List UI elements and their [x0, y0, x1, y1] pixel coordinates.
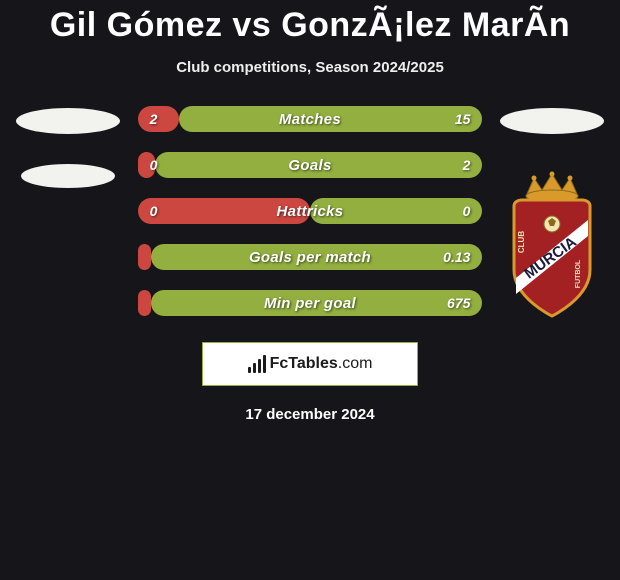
left-player-avatar-placeholder [16, 108, 120, 134]
stat-bars: Matches215Goals02Hattricks00Goals per ma… [138, 106, 483, 316]
stat-bar-left-value: 0 [150, 198, 158, 224]
stat-bar: Goals per match0.13 [138, 244, 483, 270]
brand-logo-icon [248, 355, 266, 373]
stat-bar-label: Min per goal [138, 290, 483, 316]
crown-icon [526, 172, 578, 203]
stat-bar-label: Matches [138, 106, 483, 132]
stat-bar-label: Goals per match [138, 244, 483, 270]
brand-badge: FcTables.com [202, 342, 418, 386]
right-player-column: MURCIA CLUB FUTBOL [492, 106, 612, 320]
stat-bar-label: Hattricks [138, 198, 483, 224]
stat-bar-right-value: 0 [463, 198, 471, 224]
stat-bar-right-value: 15 [455, 106, 471, 132]
page-title: Gil Gómez vs GonzÃ¡lez MarÃ­n [0, 6, 620, 45]
main-layout: Matches215Goals02Hattricks00Goals per ma… [0, 106, 620, 320]
stat-bar: Matches2 15 [138, 106, 483, 132]
stat-bar-label: Goals [138, 152, 483, 178]
subtitle: Club competitions, Season 2024/2025 [0, 59, 620, 76]
svg-text:CLUB: CLUB [517, 231, 526, 253]
stat-bar-left-value: 2 [150, 106, 158, 132]
stat-bar-left-value: 0 [150, 152, 158, 178]
stat-bar-right-value: 0.13 [443, 244, 470, 270]
svg-text:FUTBOL: FUTBOL [575, 259, 582, 288]
generated-date: 17 december 2024 [0, 406, 620, 423]
right-player-avatar-placeholder [500, 108, 604, 134]
left-club-placeholder [21, 164, 115, 188]
stat-bar: Min per goal675 [138, 290, 483, 316]
right-club-crest: MURCIA CLUB FUTBOL [502, 170, 602, 320]
brand-name: FcTables.com [270, 355, 373, 373]
stat-bar-right-value: 2 [463, 152, 471, 178]
left-player-column [8, 106, 128, 188]
stat-bar: Hattricks0 0 [138, 198, 483, 224]
comparison-infographic: Gil Gómez vs GonzÃ¡lez MarÃ­n Club compe… [0, 0, 620, 423]
stat-bar-right-value: 675 [447, 290, 470, 316]
stat-bar: Goals0 2 [138, 152, 483, 178]
